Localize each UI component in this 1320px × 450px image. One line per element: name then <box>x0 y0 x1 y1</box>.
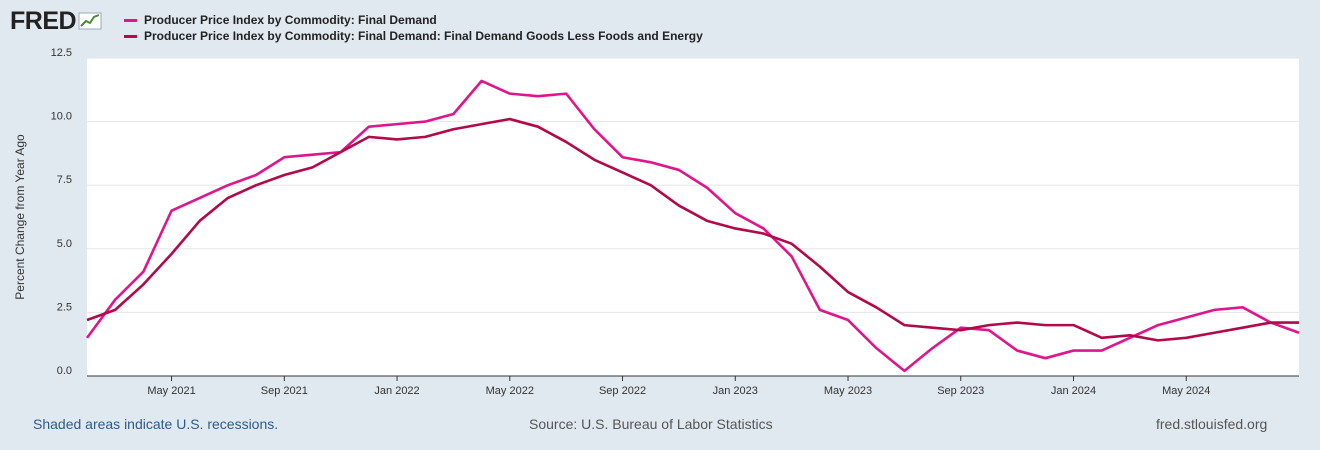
legend-swatch-series-2 <box>124 34 137 38</box>
x-tick-label: Jan 2023 <box>713 385 758 397</box>
legend-swatch-series-1 <box>124 18 137 22</box>
series-line-2[interactable] <box>86 117 1299 342</box>
y-tick-label: 2.5 <box>57 301 72 313</box>
y-axis-ticks: 0.0 2.5 5.0 7.5 10.0 12.5 <box>51 47 72 377</box>
y-tick-label: 12.5 <box>51 47 72 59</box>
chart-legend: Producer Price Index by Commodity: Final… <box>124 12 703 44</box>
y-axis-label: Percent Change from Year Ago <box>13 134 27 300</box>
y-tick-label: 7.5 <box>57 174 72 186</box>
y-tick-label: 5.0 <box>57 238 72 250</box>
y-tick-label: 0.0 <box>57 365 72 377</box>
x-tick-label: May 2023 <box>824 385 872 397</box>
x-tick-label: Sep 2022 <box>599 385 646 397</box>
legend-item-series-2[interactable]: Producer Price Index by Commodity: Final… <box>124 28 703 44</box>
fred-logo[interactable]: FRED <box>10 6 102 36</box>
grid-lines <box>87 57 1299 377</box>
x-tick-label: May 2022 <box>486 385 534 397</box>
x-tick-label: Jan 2022 <box>374 385 419 397</box>
x-tick-label: May 2024 <box>1162 385 1210 397</box>
x-tick-label: Jan 2024 <box>1051 385 1096 397</box>
legend-item-series-1[interactable]: Producer Price Index by Commodity: Final… <box>124 12 703 28</box>
fred-logo-text: FRED <box>10 7 77 35</box>
source-note: Source: U.S. Bureau of Labor Statistics <box>529 416 773 432</box>
site-link[interactable]: fred.stlouisfed.org <box>1156 416 1268 432</box>
y-tick-label: 10.0 <box>51 111 72 123</box>
plot-area <box>87 58 1299 376</box>
legend-label-series-2: Producer Price Index by Commodity: Final… <box>144 29 703 43</box>
x-tick-label: May 2021 <box>147 385 195 397</box>
x-tick-label: Sep 2021 <box>261 385 308 397</box>
recession-note: Shaded areas indicate U.S. recessions. <box>33 416 279 432</box>
x-tick-label: Sep 2023 <box>937 385 984 397</box>
x-axis-ticks: May 2021 Sep 2021 Jan 2022 May 2022 Sep 2022… <box>147 376 1210 397</box>
line-chart[interactable]: 0.0 2.5 5.0 7.5 10.0 12.5 May 2021 Sep 2021 Jan… <box>0 0 1320 410</box>
line-chart-icon <box>78 12 102 30</box>
legend-label-series-1: Producer Price Index by Commodity: Final… <box>144 13 437 27</box>
series-lines <box>85 79 1300 373</box>
series-line-1[interactable] <box>85 79 1300 373</box>
